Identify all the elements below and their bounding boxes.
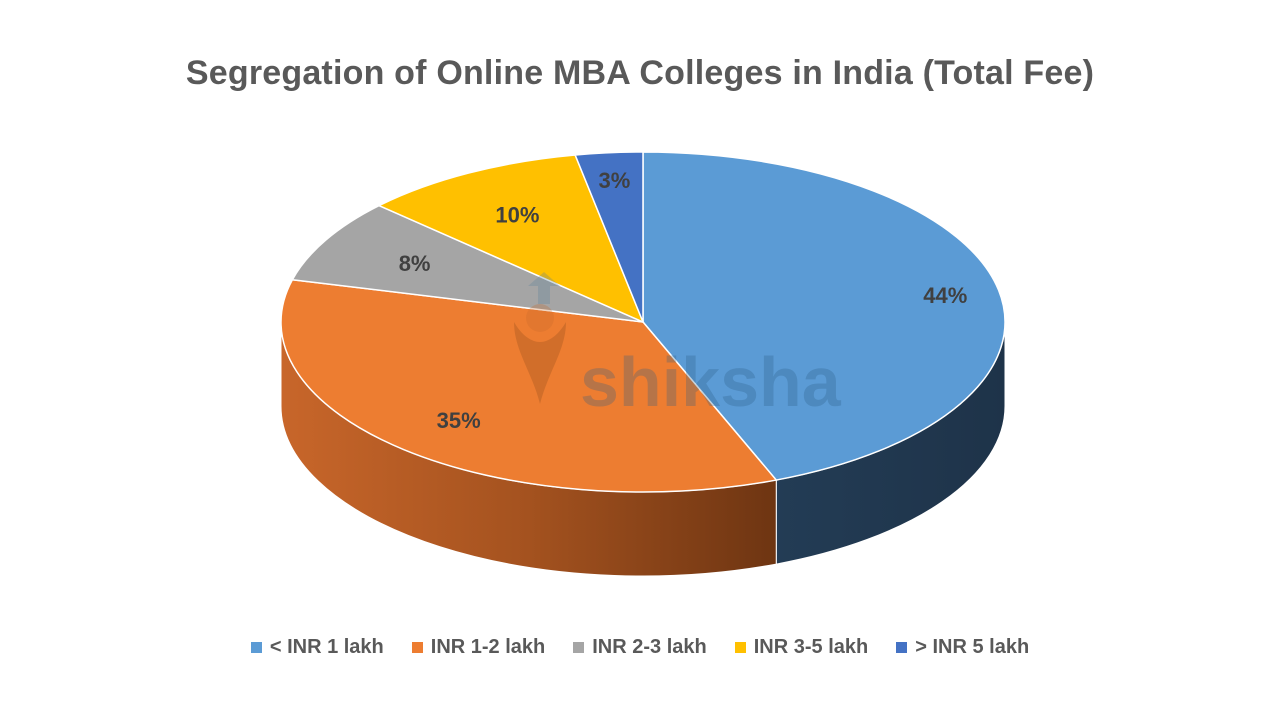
legend-swatch <box>411 642 423 653</box>
pie-slice-5 <box>574 151 644 323</box>
legend-swatch <box>250 642 262 653</box>
pie-top-faces <box>280 151 1006 493</box>
watermark-logo: shiksha <box>514 272 842 421</box>
legend-swatch <box>896 642 908 653</box>
pie-data-labels: 44% 35% 8% 10% 3% <box>399 168 968 433</box>
pie-slice-1 <box>642 151 1006 481</box>
legend-item-1: < INR 1 lakh <box>250 636 384 659</box>
watermark-text: shiksha <box>580 343 842 421</box>
shiksha-logo-icon <box>514 272 566 404</box>
legend-swatch <box>734 642 746 653</box>
chart-legend: < INR 1 lakh INR 1-2 lakh INR 2-3 lakh INR … <box>0 636 1280 659</box>
legend-label: INR 1-2 lakh <box>430 636 546 658</box>
legend-item-5: > INR 5 lakh <box>896 636 1029 659</box>
pie-slice-3 <box>291 204 644 323</box>
pie-slice-4 <box>377 154 645 324</box>
legend-swatch <box>573 642 585 653</box>
legend-item-4: INR 3-5 lakh <box>734 636 869 659</box>
legend-label: INR 2-3 lakh <box>592 636 707 658</box>
data-label-5: 3% <box>598 168 630 193</box>
data-label-2: 35% <box>437 408 481 433</box>
data-label-1: 44% <box>923 283 967 308</box>
data-label-4: 10% <box>495 203 539 228</box>
pie-slice-2 <box>280 278 778 493</box>
legend-label: INR 3-5 lakh <box>753 636 869 658</box>
legend-item-2: INR 1-2 lakh <box>411 636 546 659</box>
legend-item-3: INR 2-3 lakh <box>573 636 707 659</box>
legend-label: < INR 1 lakh <box>269 636 384 658</box>
data-label-3: 8% <box>399 251 431 276</box>
legend-label: > INR 5 lakh <box>915 636 1030 658</box>
chart-title: Segregation of Online MBA Colleges in In… <box>185 54 1095 92</box>
